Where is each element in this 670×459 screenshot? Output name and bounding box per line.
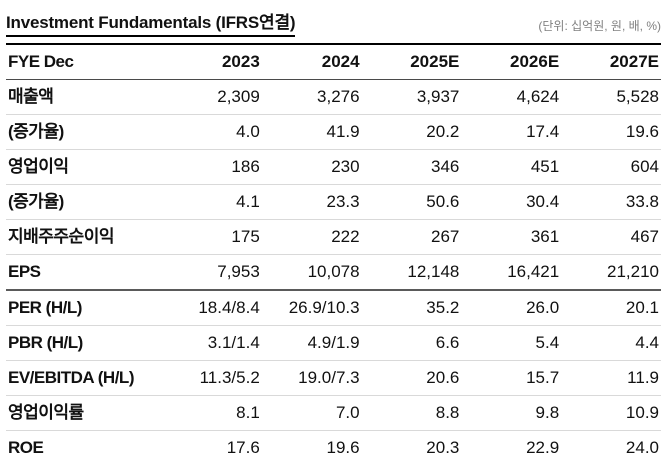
row-label: EPS bbox=[6, 254, 162, 291]
cell: 10.9 bbox=[561, 395, 661, 431]
cell: 7.0 bbox=[261, 395, 362, 431]
cell: 267 bbox=[361, 219, 462, 255]
cell: 20.6 bbox=[361, 360, 462, 396]
cell: 19.0/7.3 bbox=[261, 360, 362, 396]
cell: 19.6 bbox=[326, 438, 360, 457]
cell: 361 bbox=[461, 219, 562, 255]
cell: 604 bbox=[561, 149, 661, 185]
cell: 26.9/10.3 bbox=[261, 290, 362, 326]
cell: 9.8 bbox=[461, 395, 562, 431]
cell: 4.9/1.9 bbox=[261, 325, 362, 361]
row-label: ROE bbox=[8, 438, 44, 457]
row-label: EV/EBITDA (H/L) bbox=[6, 360, 162, 396]
row-label: (증가율) bbox=[6, 114, 162, 150]
table-row-operating-margin: 영업이익률 8.1 7.0 8.8 9.8 10.9 bbox=[6, 395, 661, 431]
cell: 20.1 bbox=[561, 290, 661, 326]
cell: 26.0 bbox=[461, 290, 562, 326]
page-title: Investment Fundamentals (IFRS연결) bbox=[6, 8, 296, 37]
table-row-per: PER (H/L) 18.4/8.4 26.9/10.3 35.2 26.0 2… bbox=[6, 290, 661, 326]
table-row-revenue-growth: (증가율) 4.0 41.9 20.2 17.4 19.6 bbox=[6, 114, 661, 150]
table-header-row: FYE Dec 2023 2024 2025E 2026E 2027E bbox=[6, 44, 661, 80]
row-label: 영업이익 bbox=[6, 149, 162, 185]
table-row-net-income: 지배주주순이익 175 222 267 361 467 bbox=[6, 219, 661, 255]
row-label: 영업이익률 bbox=[6, 395, 162, 431]
table-row-roe: ROE 17.6 19.6 20.3 22.9 24.0 bbox=[6, 431, 661, 459]
row-label: PBR (H/L) bbox=[6, 325, 162, 361]
unit-note: (단위: 십억원, 원, 배, %) bbox=[538, 19, 661, 33]
table-row-operating-profit-growth: (증가율) 4.1 23.3 50.6 30.4 33.8 bbox=[6, 184, 661, 220]
column-header-2026e: 2026E bbox=[461, 44, 562, 80]
cell: 16,421 bbox=[461, 254, 562, 291]
cell: 20.2 bbox=[361, 114, 462, 150]
cell: 17.6 bbox=[226, 438, 260, 457]
cell: 8.8 bbox=[361, 395, 462, 431]
cell: 6.6 bbox=[361, 325, 462, 361]
cell: 4.1 bbox=[162, 184, 262, 220]
cell: 22.9 bbox=[526, 438, 560, 457]
column-header-fye: FYE Dec bbox=[6, 44, 162, 80]
cell: 17.4 bbox=[461, 114, 562, 150]
cell: 222 bbox=[261, 219, 362, 255]
row-label: PER (H/L) bbox=[6, 290, 162, 326]
table-row-pbr: PBR (H/L) 3.1/1.4 4.9/1.9 6.6 5.4 4.4 bbox=[6, 325, 661, 361]
cell: 230 bbox=[261, 149, 362, 185]
cell: 5,528 bbox=[561, 79, 661, 115]
cell: 18.4/8.4 bbox=[162, 290, 262, 326]
column-header-2023: 2023 bbox=[162, 44, 262, 80]
cell: 15.7 bbox=[461, 360, 562, 396]
column-header-2024: 2024 bbox=[261, 44, 362, 80]
cell: 3,937 bbox=[361, 79, 462, 115]
table-row-operating-profit: 영업이익 186 230 346 451 604 bbox=[6, 149, 661, 185]
cell: 11.9 bbox=[561, 360, 661, 396]
table-row-ev-ebitda: EV/EBITDA (H/L) 11.3/5.2 19.0/7.3 20.6 1… bbox=[6, 360, 661, 396]
cell: 30.4 bbox=[461, 184, 562, 220]
cell: 175 bbox=[162, 219, 262, 255]
cell: 3,276 bbox=[261, 79, 362, 115]
column-header-2025e: 2025E bbox=[361, 44, 462, 80]
row-label: (증가율) bbox=[6, 184, 162, 220]
cell: 11.3/5.2 bbox=[162, 360, 262, 396]
row-label: 지배주주순이익 bbox=[6, 219, 162, 255]
cell: 186 bbox=[162, 149, 262, 185]
cell: 5.4 bbox=[461, 325, 562, 361]
cell: 50.6 bbox=[361, 184, 462, 220]
cell: 19.6 bbox=[561, 114, 661, 150]
cell: 35.2 bbox=[361, 290, 462, 326]
column-header-2027e: 2027E bbox=[561, 44, 661, 80]
fundamentals-table: FYE Dec 2023 2024 2025E 2026E 2027E 매출액 … bbox=[6, 43, 661, 459]
cell: 12,148 bbox=[361, 254, 462, 291]
cell: 20.3 bbox=[426, 438, 460, 457]
cell: 41.9 bbox=[261, 114, 362, 150]
cell: 10,078 bbox=[261, 254, 362, 291]
cell: 3.1/1.4 bbox=[162, 325, 262, 361]
cell: 4.0 bbox=[162, 114, 262, 150]
row-label: 매출액 bbox=[6, 79, 162, 115]
table-row-eps: EPS 7,953 10,078 12,148 16,421 21,210 bbox=[6, 254, 661, 291]
cell: 451 bbox=[461, 149, 562, 185]
cell: 346 bbox=[361, 149, 462, 185]
cell: 4.4 bbox=[561, 325, 661, 361]
cell: 2,309 bbox=[162, 79, 262, 115]
cell: 24.0 bbox=[625, 438, 659, 457]
cell: 7,953 bbox=[162, 254, 262, 291]
cell: 21,210 bbox=[561, 254, 661, 291]
table-row-revenue: 매출액 2,309 3,276 3,937 4,624 5,528 bbox=[6, 79, 661, 115]
cell: 23.3 bbox=[261, 184, 362, 220]
title-row: Investment Fundamentals (IFRS연결) (단위: 십억… bbox=[6, 5, 661, 43]
cell: 467 bbox=[561, 219, 661, 255]
cell: 4,624 bbox=[461, 79, 562, 115]
cell: 33.8 bbox=[561, 184, 661, 220]
cell: 8.1 bbox=[162, 395, 262, 431]
